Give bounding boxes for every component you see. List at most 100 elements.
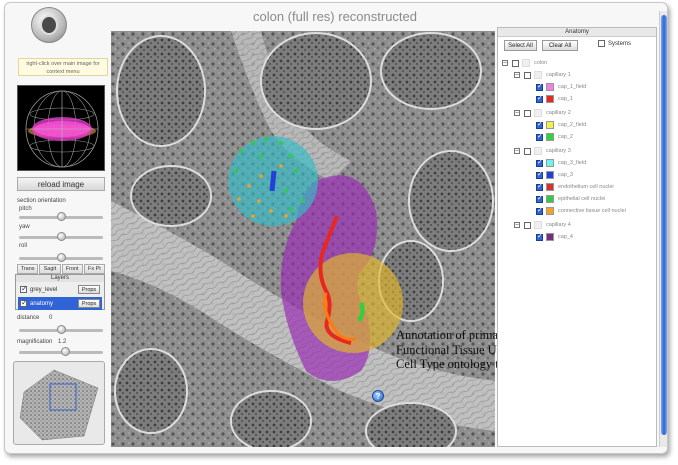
- pitch-slider-knob[interactable]: [57, 212, 66, 221]
- tree-item-cap-2-field[interactable]: cap_2_field: [536, 120, 586, 130]
- anatomy-toolbar: Select All Clear All Systems: [498, 37, 656, 53]
- fixed-point-button[interactable]: Fx Pt: [83, 264, 105, 274]
- systems-toggle[interactable]: Systems: [598, 40, 631, 47]
- yaw-slider-knob[interactable]: [57, 232, 66, 241]
- expand-toggle-icon[interactable]: –: [514, 148, 520, 154]
- layer-anatomy-checkbox[interactable]: [20, 298, 28, 307]
- frontal-view-button[interactable]: Front: [61, 264, 83, 274]
- scrollbar-thumb[interactable]: [661, 15, 667, 435]
- distance-slider-knob[interactable]: [57, 325, 66, 334]
- layer-grey-level-props-button[interactable]: Props: [78, 285, 100, 294]
- tree-checkbox[interactable]: [524, 71, 531, 79]
- expand-toggle-icon[interactable]: –: [502, 60, 508, 66]
- tree-item-cap-2[interactable]: cap_2: [536, 132, 573, 142]
- layers-header: Layers: [16, 275, 104, 282]
- layers-panel: Layers grey_level Props anatomy Props: [15, 274, 105, 310]
- reload-image-button[interactable]: reload image: [17, 177, 105, 191]
- tree-item-cap-3[interactable]: cap_3: [536, 170, 573, 180]
- orientation-3d-view[interactable]: [17, 85, 105, 171]
- tree-item-connective-nuclei[interactable]: connective tissue cell nuclei: [536, 206, 626, 216]
- anatomy-header: Anatomy: [498, 28, 656, 37]
- tree-item-cap-3-field[interactable]: cap_3_field: [536, 158, 586, 168]
- transverse-view-button[interactable]: Trans: [17, 264, 39, 274]
- tree-label: cap_2: [558, 134, 573, 140]
- magnification-slider[interactable]: [19, 347, 103, 356]
- view-buttons: Trans Sagit Front Fx Pt: [17, 264, 105, 274]
- vertical-scrollbar[interactable]: [659, 11, 667, 447]
- color-swatch: [522, 59, 530, 67]
- tree-checkbox[interactable]: [512, 59, 519, 67]
- navigation-minimap[interactable]: [13, 361, 105, 445]
- distance-label: distance 0: [17, 315, 52, 321]
- tree-item-colon[interactable]: – colon: [502, 58, 547, 68]
- tree-checkbox[interactable]: [536, 94, 543, 103]
- window-title: colon (full res) reconstructed: [252, 9, 417, 24]
- tree-checkbox[interactable]: [536, 206, 543, 215]
- tree-item-capillary-2[interactable]: – capillary 2: [514, 108, 571, 118]
- tree-label: connective tissue cell nuclei: [558, 208, 626, 214]
- distance-label-text: distance: [17, 315, 40, 321]
- layer-row-anatomy[interactable]: anatomy Props: [18, 297, 102, 310]
- tree-label: cap_3_field: [558, 160, 587, 166]
- tree-checkbox[interactable]: [524, 147, 531, 155]
- select-all-button[interactable]: Select All: [504, 40, 537, 51]
- color-swatch: [534, 221, 542, 229]
- magnification-slider-knob[interactable]: [61, 347, 70, 356]
- app-logo-icon: [31, 7, 67, 43]
- pitch-label: pitch: [19, 206, 32, 212]
- context-menu-hint: right-click over main image for context …: [18, 58, 108, 76]
- tree-item-capillary-4[interactable]: – capillary 4: [514, 220, 571, 230]
- tree-item-epithelial-nuclei[interactable]: epithelial cell nuclei: [536, 194, 605, 204]
- sagittal-view-button[interactable]: Sagit: [39, 264, 61, 274]
- distance-slider[interactable]: [19, 325, 103, 334]
- tree-item-capillary-3[interactable]: – capillary 3: [514, 146, 571, 156]
- tree-label: cap_1_field: [558, 84, 587, 90]
- tree-item-cap-4[interactable]: cap_4: [536, 232, 573, 242]
- tree-checkbox[interactable]: [524, 221, 531, 229]
- tree-item-cap-1[interactable]: cap_1: [536, 94, 573, 104]
- roll-slider-knob[interactable]: [57, 253, 66, 262]
- expand-toggle-icon[interactable]: –: [514, 222, 520, 228]
- tree-checkbox[interactable]: [536, 170, 543, 179]
- color-swatch: [546, 83, 554, 91]
- magnification-value: 1.2: [58, 339, 67, 345]
- color-swatch: [534, 109, 542, 117]
- tree-label: cap_4: [558, 234, 573, 240]
- color-swatch: [546, 207, 554, 215]
- magnification-label: magnification 1.2: [17, 339, 66, 345]
- pitch-slider[interactable]: [19, 212, 103, 221]
- yaw-slider[interactable]: [19, 232, 103, 241]
- tree-label: capillary 4: [546, 222, 571, 228]
- tree-label: capillary 2: [546, 110, 571, 116]
- layer-row-grey-level[interactable]: grey_level Props: [18, 283, 102, 296]
- systems-checkbox[interactable]: [598, 40, 605, 47]
- help-icon[interactable]: ?: [372, 390, 384, 402]
- tree-checkbox[interactable]: [536, 120, 543, 129]
- layer-name: grey_level: [30, 286, 58, 293]
- layer-name: anatomy: [30, 300, 54, 307]
- clear-all-button[interactable]: Clear All: [542, 40, 578, 51]
- layer-grey-level-checkbox[interactable]: [20, 284, 28, 293]
- main-image-viewport[interactable]: [111, 31, 495, 447]
- color-swatch: [546, 233, 554, 241]
- color-swatch: [534, 71, 542, 79]
- tree-checkbox[interactable]: [536, 194, 543, 203]
- tree-item-endothelium-nuclei[interactable]: endothelium cell nuclei: [536, 182, 614, 192]
- tree-label: endothelium cell nuclei: [558, 184, 614, 190]
- tree-checkbox[interactable]: [536, 82, 543, 91]
- tree-checkbox[interactable]: [536, 158, 543, 167]
- tree-checkbox[interactable]: [536, 132, 543, 141]
- layer-anatomy-props-button[interactable]: Props: [78, 299, 100, 308]
- app-window: colon (full res) reconstructed right-cli…: [4, 2, 668, 454]
- tree-item-cap-1-field[interactable]: cap_1_field: [536, 82, 586, 92]
- tree-checkbox[interactable]: [536, 232, 543, 241]
- tree-checkbox[interactable]: [536, 182, 543, 191]
- color-swatch: [546, 121, 554, 129]
- roll-slider[interactable]: [19, 253, 103, 262]
- expand-toggle-icon[interactable]: –: [514, 72, 520, 78]
- tree-label: capillary 1: [546, 72, 571, 78]
- tree-checkbox[interactable]: [524, 109, 531, 117]
- tree-item-capillary-1[interactable]: – capillary 1: [514, 70, 571, 80]
- roll-label: roll: [19, 243, 28, 249]
- expand-toggle-icon[interactable]: –: [514, 110, 520, 116]
